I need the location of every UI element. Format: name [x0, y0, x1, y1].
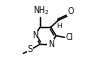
Text: O: O — [67, 7, 74, 16]
Text: S: S — [28, 45, 33, 54]
Text: H: H — [56, 23, 62, 29]
Text: NH$_2$: NH$_2$ — [33, 4, 50, 17]
Text: Cl: Cl — [65, 33, 73, 42]
Text: N: N — [32, 31, 38, 40]
Text: N: N — [48, 40, 54, 49]
